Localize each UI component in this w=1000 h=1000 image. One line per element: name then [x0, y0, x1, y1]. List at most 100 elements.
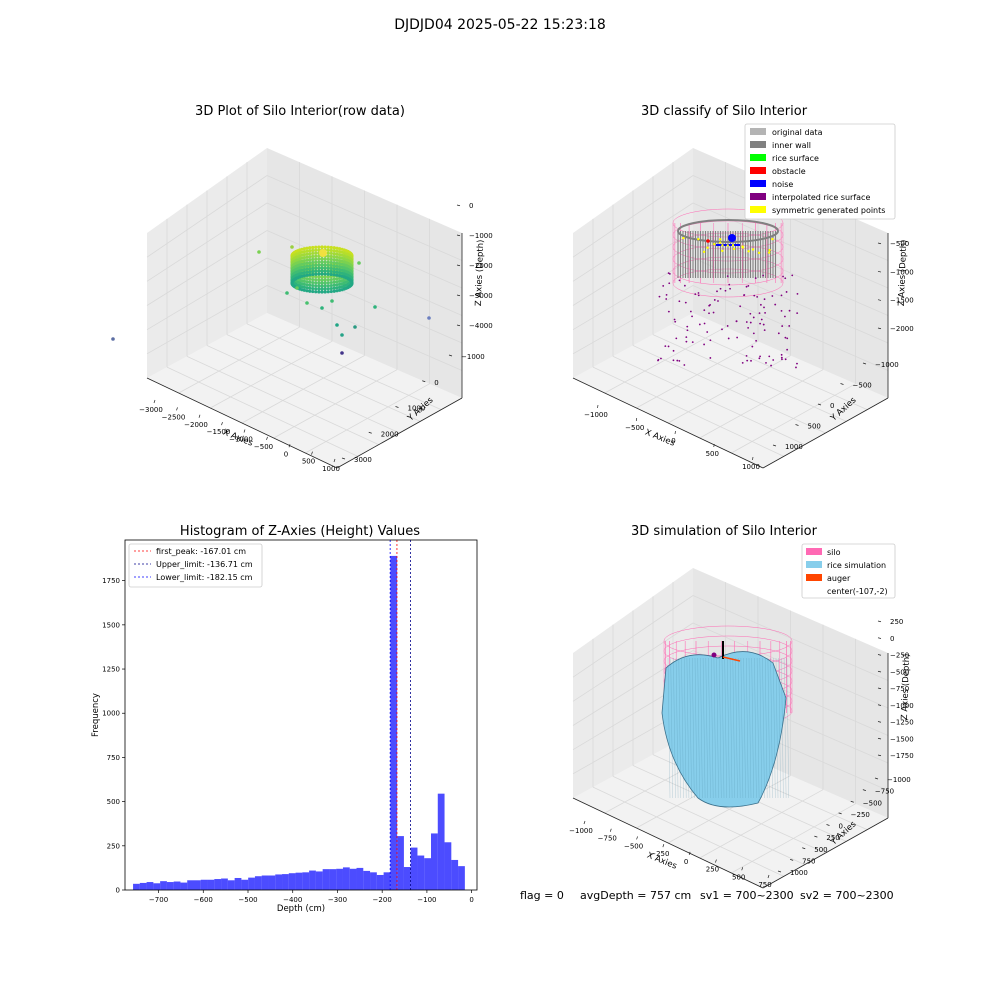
- y-tick-label: 1750: [102, 577, 120, 585]
- raw-x-tick: −2000: [184, 421, 208, 429]
- classify-y-axis-line: [762, 397, 889, 469]
- sim-x-tick-mark: [583, 820, 586, 825]
- histogram-frame: [124, 539, 478, 891]
- histogram-bar: [315, 871, 323, 890]
- classify-y-tick-mark: [862, 362, 867, 365]
- histogram-bar: [322, 869, 330, 890]
- histogram-bar: [342, 867, 350, 890]
- classify-legend-label: rice surface: [772, 154, 819, 163]
- classify-x-tick-mark: [752, 456, 754, 461]
- x-tick-label: −600: [194, 896, 213, 904]
- classify-legend-swatch: [750, 206, 766, 213]
- histogram-bar: [254, 876, 262, 890]
- sim-x-tick: −500: [624, 842, 643, 850]
- sim-y-tick: 250: [826, 834, 839, 842]
- sim-z-tick-mark: [877, 754, 882, 757]
- sim-x-tick-mark: [688, 851, 691, 855]
- raw-z-tick: −3000: [469, 292, 493, 300]
- sim-x-tick: 250: [706, 866, 719, 874]
- sim-auger: [722, 656, 741, 662]
- raw-y-tick-mark: [422, 380, 426, 383]
- classify-z-tick-mark: [877, 242, 882, 245]
- raw-y-tick-mark: [368, 431, 372, 434]
- classify-x-tick-mark: [713, 443, 715, 448]
- raw-x-tick-mark: [311, 451, 313, 455]
- sim-z-label: Z Axies (Depth): [900, 653, 912, 720]
- classify-grid-floor: [731, 383, 856, 454]
- sim-y-tick-mark: [777, 870, 782, 873]
- sim-x-tick-mark: [662, 844, 665, 848]
- histogram-bar: [417, 855, 425, 890]
- histogram-bar: [458, 866, 465, 890]
- x-axis-label: Depth (cm): [277, 904, 325, 914]
- histogram-bar: [410, 847, 418, 890]
- sim-x-tick-mark: [715, 859, 717, 863]
- sim-x-tick-mark: [767, 874, 770, 879]
- classify-legend-swatch: [750, 141, 766, 148]
- sim-y-tick: −1000: [887, 776, 911, 784]
- raw-z-tick-mark: [456, 294, 461, 297]
- sim-z-tick-mark: [877, 654, 882, 656]
- raw-z-tick: 0: [469, 202, 473, 210]
- sim-z-tick-mark: [877, 637, 882, 639]
- raw-grid-wall: [266, 175, 463, 261]
- histogram-bar: [173, 881, 181, 890]
- histogram-bar: [282, 874, 289, 890]
- sim-z-tick: −250: [890, 652, 909, 660]
- classify-x-tick: 500: [706, 450, 719, 458]
- raw-z-tick: −4000: [469, 322, 493, 330]
- y-tick-label: 0: [116, 887, 120, 895]
- histogram-bar: [288, 873, 296, 890]
- raw-y-tick: 3000: [354, 456, 372, 464]
- classify-legend-label: original data: [772, 128, 823, 137]
- raw-y-axis-line: [336, 397, 463, 469]
- classify-y-tick-mark: [817, 403, 822, 406]
- classify-z-tick-mark: [877, 327, 882, 330]
- classify-grid-wall: [572, 175, 694, 258]
- classify-y-tick: 500: [808, 423, 821, 431]
- raw-x-tick-mark: [176, 407, 178, 411]
- sim-z-tick: −500: [890, 668, 909, 676]
- histogram-bar: [424, 858, 432, 890]
- sim-x-tick: 500: [732, 873, 745, 881]
- sim-x-tick-mark: [741, 867, 744, 871]
- x-tick-label: −300: [328, 896, 347, 904]
- classify-x-label: X Axies: [643, 428, 676, 449]
- classify-z-tick: −2000: [890, 325, 914, 333]
- classify-legend-label: noise: [772, 180, 793, 189]
- classify-z-label: Z Axies (Depth): [897, 239, 909, 306]
- raw-x-axis-line: [146, 377, 338, 469]
- sim-y-tick: 500: [814, 846, 827, 854]
- flag-text: flag = 0: [520, 889, 564, 902]
- sim-legend-label: center(-107,-2): [827, 587, 888, 596]
- sim-z-tick-mark: [877, 704, 882, 706]
- sim-legend-box: [801, 543, 896, 599]
- histogram-bar: [309, 870, 316, 890]
- raw-x-tick-mark: [198, 414, 201, 418]
- y-tick-label: 250: [107, 842, 120, 850]
- sim-x-tick: 0: [684, 858, 688, 866]
- sim-z-tick: −1250: [890, 719, 914, 727]
- panel-title-histogram: Histogram of Z-Axies (Height) Values: [179, 524, 421, 539]
- panel-title-raw: 3D Plot of Silo Interior(row data): [195, 104, 405, 119]
- histogram-bar: [166, 882, 174, 890]
- histogram-bar: [376, 874, 384, 890]
- x-tick-label: −200: [373, 896, 392, 904]
- sim-z-tick-mark: [877, 620, 882, 623]
- histogram-bar: [336, 868, 343, 890]
- classify-z-tick: −500: [890, 240, 909, 248]
- classify-y-tick-mark: [840, 383, 844, 385]
- classify-legend-swatch: [750, 193, 766, 200]
- sim-y-tick: −500: [863, 799, 882, 807]
- histogram-bar: [180, 882, 188, 890]
- histogram-bar: [200, 879, 208, 890]
- histogram-bar: [139, 882, 147, 890]
- sim-y-tick-mark: [850, 800, 854, 803]
- classify-z-tick: −1000: [890, 268, 914, 276]
- raw-x-tick: −3000: [139, 406, 163, 414]
- histogram-bar: [160, 881, 167, 890]
- classify-z-tick: −1500: [890, 297, 914, 305]
- classify-x-tick-mark: [597, 404, 599, 409]
- raw-y-tick: 0: [434, 379, 438, 387]
- histogram-bar: [349, 868, 357, 890]
